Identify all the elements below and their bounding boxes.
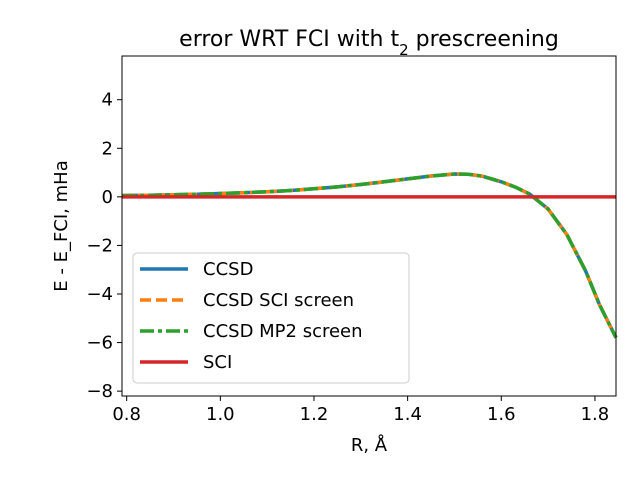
legend-label-ccsd-sci-screen: CCSD SCI screen — [203, 290, 354, 311]
y-axis-title: E - E_FCI, mHa — [51, 160, 72, 291]
legend-box — [132, 252, 410, 384]
legend-label-sci: SCI — [203, 352, 232, 373]
x-axis-title: R, Å — [351, 434, 388, 456]
x-tick-label: 1.8 — [581, 404, 610, 425]
axes-frame — [121, 55, 617, 397]
x-tick-label: 0.8 — [112, 404, 141, 425]
x-tick-label: 1.6 — [487, 404, 516, 425]
y-tick-label: −8 — [86, 381, 113, 402]
plot-area — [121, 172, 618, 339]
y-tick-label: 4 — [102, 90, 113, 111]
series-line-ccsd-mp2-screen — [121, 172, 618, 339]
chart-title-subscript: 2 — [399, 41, 409, 59]
x-tick-label: 1.0 — [206, 404, 235, 425]
y-tick-label: 2 — [102, 138, 113, 159]
legend-label-ccsd-mp2-screen: CCSD MP2 screen — [203, 321, 363, 342]
axis-ticks: 0.8 1.0 1.2 1.4 1.6 1.8 4 2 0 −2 −4 −6 −8 — [86, 90, 609, 425]
y-tick-label: −4 — [86, 284, 113, 305]
chart-title: error WRT FCI with t2 prescreening — [179, 27, 559, 59]
legend: CCSD CCSD SCI screen CCSD MP2 screen SCI — [132, 252, 410, 384]
x-tick-label: 1.4 — [393, 404, 422, 425]
y-tick-label: −6 — [86, 333, 113, 354]
y-tick-label: −2 — [86, 235, 113, 256]
y-tick-label: 0 — [102, 187, 113, 208]
chart-title-suffix: prescreening — [409, 27, 559, 52]
x-tick-label: 1.2 — [300, 404, 329, 425]
chart-title-main: error WRT FCI with t — [179, 27, 399, 52]
legend-label-ccsd: CCSD — [203, 259, 253, 280]
